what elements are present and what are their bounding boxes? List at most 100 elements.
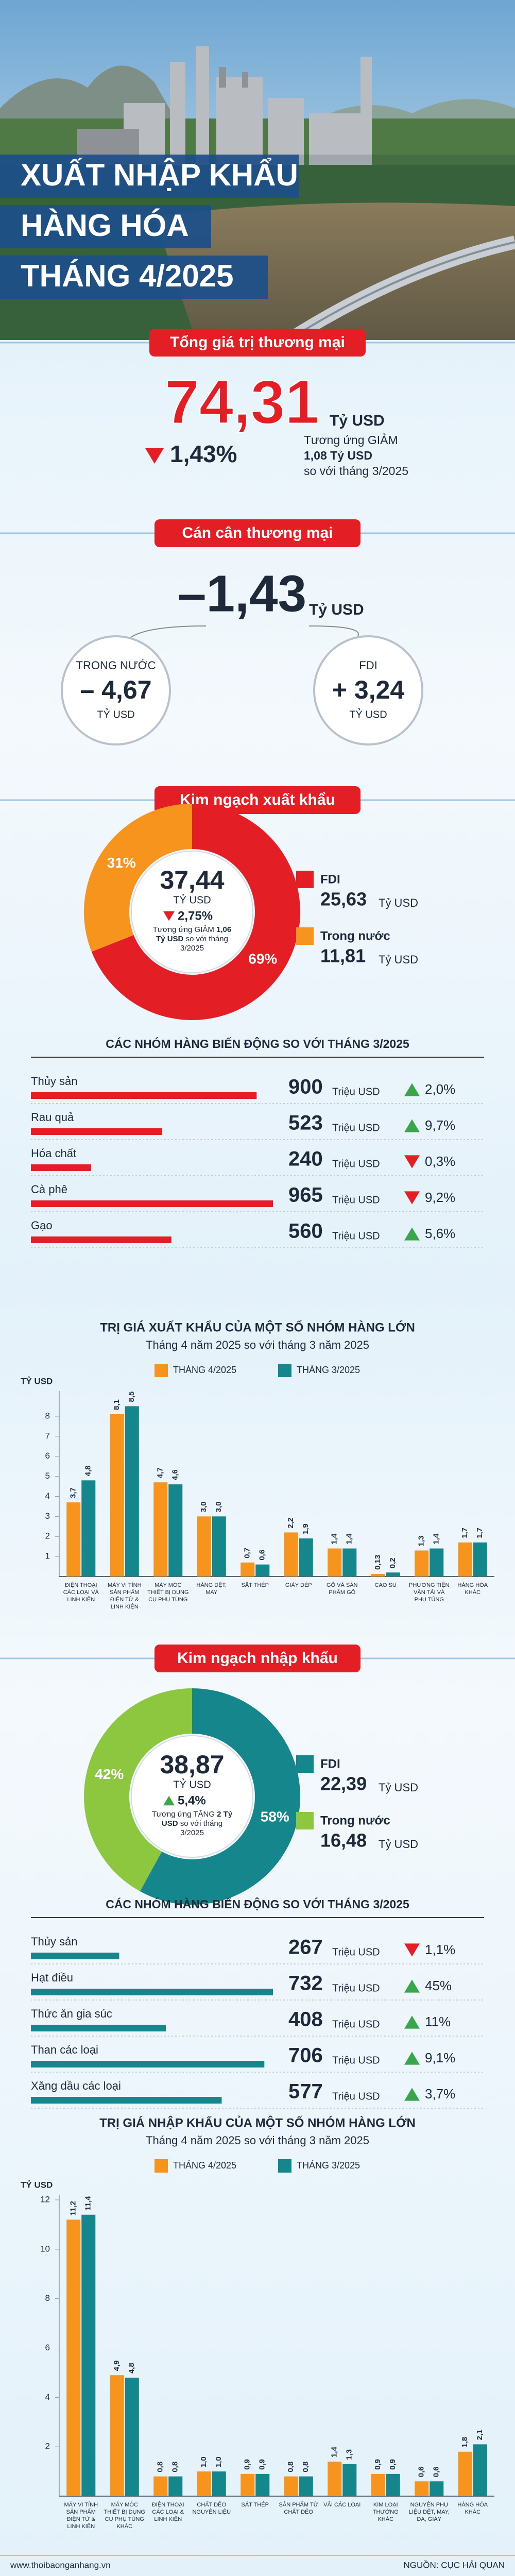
value-label: 0,2 [388, 1557, 397, 1568]
value-unit: Triệu USD [332, 1158, 380, 1170]
bar [386, 2473, 400, 2496]
value-label: 0,8 [156, 2462, 165, 2472]
bar [473, 1542, 487, 1577]
value-unit: Triệu USD [332, 2055, 380, 2066]
value-label: 0,7 [243, 1548, 252, 1558]
total-note: so với tháng 3/2025 [304, 464, 408, 478]
bar [342, 1548, 357, 1577]
x-tick-label: KIM LOẠI THƯỜNG KHÁC [372, 2502, 399, 2522]
center-change: 5,4% [178, 1793, 206, 1807]
value-label: 240 [288, 1148, 323, 1171]
bar [415, 2481, 429, 2496]
y-tick-label: 5 [45, 1471, 50, 1481]
value-label: 732 [288, 1972, 323, 1995]
banner-text: Tổng giá trị thương mại [170, 334, 345, 351]
value-label: 0,8 [286, 2462, 295, 2472]
category-label: Than các loại [31, 2043, 98, 2056]
value-label: 3,0 [214, 1501, 223, 1512]
legend-amount: 11,81 [320, 945, 366, 967]
value-label: 11,4 [84, 2196, 93, 2211]
bar [299, 1538, 313, 1577]
legend-label: THÁNG 4/2025 [173, 1365, 236, 1375]
bar [299, 2476, 313, 2496]
bar [284, 1532, 298, 1577]
bar [328, 2461, 342, 2496]
down-arrow [404, 1943, 420, 1957]
balance-unit: Tỷ USD [309, 601, 364, 618]
legend-swatch [154, 1364, 168, 1377]
legend-swatch [278, 2159, 291, 2173]
down-arrow [145, 448, 164, 464]
note-amount: 2 Tỷ USD [161, 1810, 233, 1828]
legend-swatch [296, 871, 314, 888]
center-note: Tương ứng GIẢM 1,06 Tỷ USD so với tháng … [151, 925, 233, 953]
note-amount: 1,06 Tỷ USD [156, 925, 232, 943]
value-label: 4,8 [127, 2363, 136, 2374]
chart-subtitle: Tháng 4 năm 2025 so với tháng 3 năm 2025 [146, 2134, 369, 2147]
center-unit: TỶ USD [173, 894, 211, 906]
bar [197, 1516, 211, 1577]
category-label: Thủy sản [31, 1075, 78, 1088]
up-arrow [404, 1979, 420, 1993]
y-tick-label: 8 [45, 2293, 50, 2303]
bar [31, 2097, 222, 2104]
bar [255, 2473, 270, 2496]
category-label: Hóa chất [31, 1147, 76, 1160]
change-label: 2,0% [425, 1081, 455, 1097]
bar [255, 1564, 270, 1577]
banner: Kim ngạch nhập khẩu [0, 1645, 515, 1672]
value-label: 1,0 [199, 2456, 208, 2467]
note-text: so với tháng 3/2025 [180, 935, 228, 953]
bar [168, 2476, 183, 2496]
title-boxes [0, 155, 299, 299]
x-tick-label: SẢN PHẨM TỪ CHẤT DẺO [279, 2502, 318, 2515]
bar [458, 1542, 472, 1577]
value-label: 1,4 [345, 1533, 354, 1545]
value-label: 0,9 [258, 2459, 267, 2470]
bar [31, 1092, 257, 1099]
bar [153, 1482, 168, 1577]
value-label: 8,5 [127, 1392, 136, 1402]
value-unit: Triệu USD [332, 2091, 380, 2102]
bar [415, 1550, 429, 1577]
value-label: 1,4 [330, 2446, 339, 2458]
change-label: 45% [425, 1978, 452, 1993]
balance-circle [313, 635, 423, 745]
balance-part-label: TRONG NƯỚC [76, 659, 156, 672]
change-label: 1,1% [425, 1942, 455, 1957]
x-tick-label: NGUYÊN PHỤ LIỆU DỆT, MAY, DA, GIÀY [408, 2502, 450, 2522]
bar [125, 1406, 139, 1577]
y-axis-label: TỶ USD [21, 1376, 53, 1386]
value-label: 8,1 [112, 1399, 121, 1410]
y-tick-label: 1 [45, 1551, 50, 1561]
value-label: 577 [288, 2080, 323, 2103]
x-tick-label: GIÀY DÉP [285, 1582, 312, 1588]
up-arrow [404, 1227, 420, 1241]
value-label: 1,3 [417, 1536, 426, 1547]
category-label: Gạo [31, 1219, 53, 1232]
legend-swatch [296, 927, 314, 945]
pie-slice [83, 804, 192, 952]
category-label: Thức ăn gia súc [31, 2007, 112, 2020]
bar [430, 2481, 444, 2496]
balance-value: –1,43 [178, 565, 306, 622]
title-line: HÀNG HÓA [21, 208, 189, 243]
bar [386, 1572, 400, 1577]
legend-amount: 22,39 [320, 1773, 367, 1794]
total-note: 1,08 Tỷ USD [304, 449, 372, 462]
legend-label: FDI [320, 1757, 340, 1771]
bar [241, 2473, 255, 2496]
change-label: 9,2% [425, 1190, 455, 1205]
bar [197, 2471, 211, 2496]
value-label: 408 [288, 2008, 323, 2031]
value-unit: Triệu USD [332, 1230, 380, 1242]
bar [31, 1236, 171, 1243]
value-label: 1,3 [345, 2449, 354, 2460]
value-label: 1,4 [432, 1533, 441, 1545]
value-label: 1,0 [214, 2456, 223, 2467]
x-tick-label: HÀNG HÓA KHÁC [457, 1582, 488, 1596]
x-tick-label: ĐIỆN THOẠI CÁC LOẠI & LINH KIỆN [151, 2502, 184, 2522]
chart-title: TRỊ GIÁ NHẬP KHẨU CỦA MỘT SỐ NHÓM HÀNG L… [99, 2115, 416, 2130]
pie-center [131, 851, 253, 973]
